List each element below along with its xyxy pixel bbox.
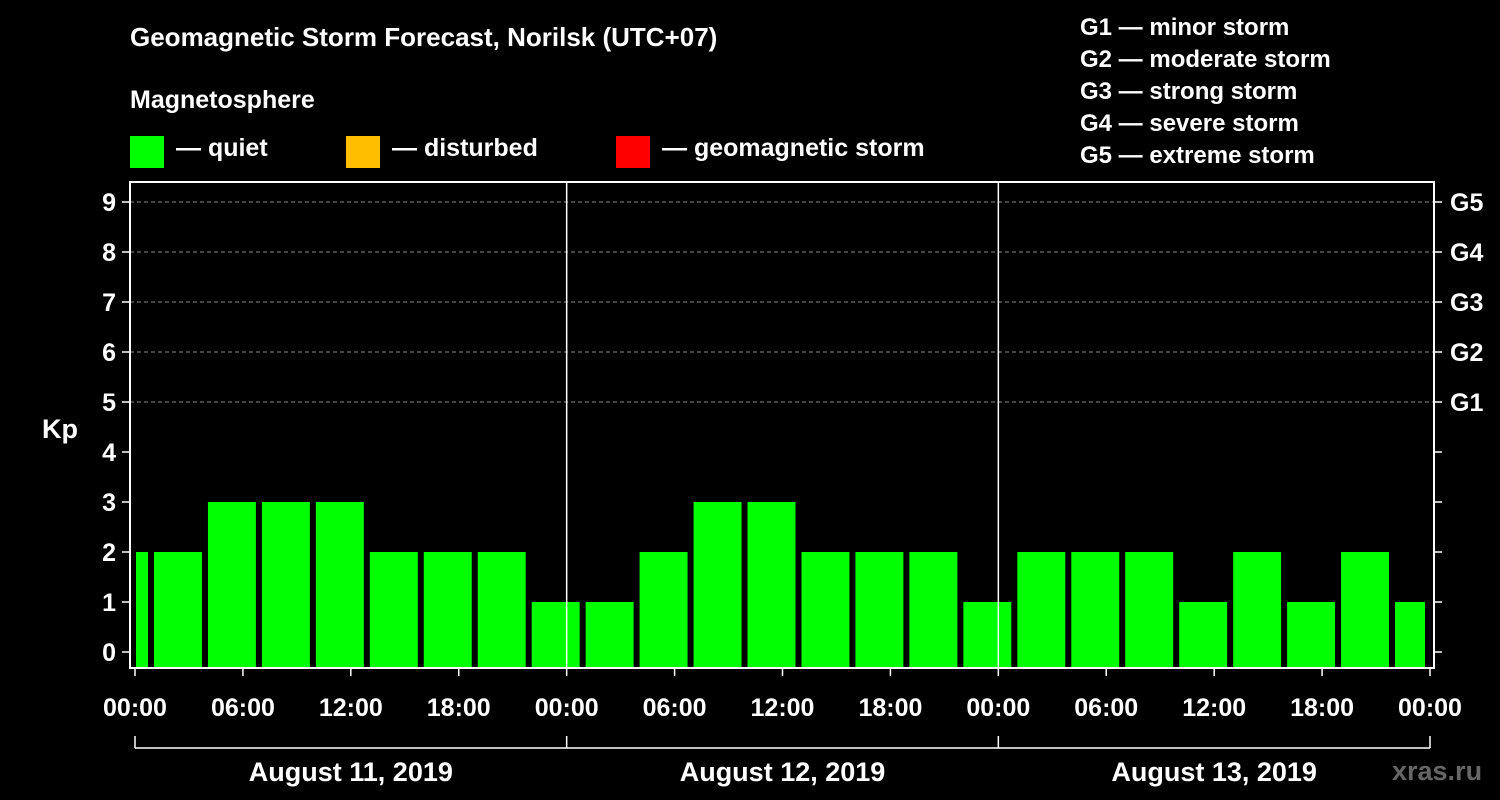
- right-axis-label-g3: G3: [1450, 289, 1483, 317]
- y-tick-label-1: 1: [102, 589, 116, 617]
- bar-24: [1395, 602, 1425, 668]
- x-tick-label-10: 12:00: [1182, 694, 1246, 722]
- bar-20: [1179, 602, 1228, 668]
- y-tick-label-0: 0: [102, 639, 116, 667]
- right-axis-label-g5: G5: [1450, 189, 1483, 217]
- y-tick-label-5: 5: [102, 389, 116, 417]
- y-tick-label-6: 6: [102, 339, 116, 367]
- y-tick-label-8: 8: [102, 239, 116, 267]
- bar-12: [747, 502, 796, 668]
- bar-14: [855, 552, 904, 668]
- g-level-g5: G5 — extreme storm: [1080, 142, 1315, 169]
- legend-swatch-quiet: [130, 136, 164, 168]
- chart-title: Geomagnetic Storm Forecast, Norilsk (UTC…: [130, 22, 718, 52]
- x-tick-label-4: 00:00: [535, 694, 599, 722]
- y-tick-label-7: 7: [102, 289, 116, 317]
- bar-8: [531, 602, 580, 668]
- legend-label-storm: — geomagnetic storm: [662, 134, 925, 162]
- right-axis-label-g4: G4: [1450, 239, 1483, 267]
- g-level-g2: G2 — moderate storm: [1080, 46, 1331, 73]
- legend-title: Magnetosphere: [130, 86, 315, 114]
- y-tick-label-2: 2: [102, 539, 116, 567]
- bar-7: [477, 552, 526, 668]
- x-tick-label-7: 18:00: [858, 694, 922, 722]
- x-tick-label-8: 00:00: [966, 694, 1030, 722]
- bar-21: [1233, 552, 1282, 668]
- bar-15: [909, 552, 958, 668]
- bar-3: [261, 502, 310, 668]
- g-level-g1: G1 — minor storm: [1080, 14, 1290, 41]
- g-level-g4: G4 — severe storm: [1080, 110, 1299, 137]
- bar-16: [963, 602, 1012, 668]
- y-tick-label-4: 4: [102, 439, 116, 467]
- day-label-0: August 11, 2019: [249, 757, 453, 787]
- bar-17: [1017, 552, 1066, 668]
- x-tick-label-3: 18:00: [427, 694, 491, 722]
- bar-10: [639, 552, 688, 668]
- bar-18: [1071, 552, 1120, 668]
- x-tick-label-9: 06:00: [1074, 694, 1138, 722]
- y-axis-title: Kp: [42, 414, 78, 444]
- bar-22: [1287, 602, 1336, 668]
- bar-13: [801, 552, 850, 668]
- x-tick-label-2: 12:00: [319, 694, 383, 722]
- bar-11: [693, 502, 742, 668]
- bar-4: [315, 502, 364, 668]
- bar-23: [1341, 552, 1390, 668]
- x-tick-label-0: 00:00: [103, 694, 167, 722]
- day-label-1: August 12, 2019: [680, 757, 886, 787]
- legend-label-disturbed: — disturbed: [392, 134, 538, 162]
- legend-swatch-disturbed: [346, 136, 380, 168]
- legend-swatch-storm: [616, 136, 650, 168]
- y-tick-label-3: 3: [102, 489, 116, 517]
- g-level-g3: G3 — strong storm: [1080, 78, 1298, 105]
- bar-1: [153, 552, 202, 668]
- x-tick-label-12: 00:00: [1398, 694, 1462, 722]
- bar-0: [136, 552, 148, 668]
- bar-6: [423, 552, 472, 668]
- x-tick-label-11: 18:00: [1290, 694, 1354, 722]
- bar-19: [1125, 552, 1174, 668]
- x-tick-label-6: 12:00: [751, 694, 815, 722]
- bar-2: [207, 502, 256, 668]
- y-tick-label-9: 9: [102, 189, 116, 217]
- bar-5: [369, 552, 418, 668]
- x-tick-label-5: 06:00: [643, 694, 707, 722]
- right-axis-label-g2: G2: [1450, 339, 1483, 367]
- x-tick-label-1: 06:00: [211, 694, 275, 722]
- day-label-2: August 13, 2019: [1111, 757, 1317, 787]
- right-axis-label-g1: G1: [1450, 389, 1483, 417]
- legend-label-quiet: — quiet: [176, 134, 268, 162]
- watermark: xras.ru: [1392, 756, 1483, 786]
- bar-9: [585, 602, 634, 668]
